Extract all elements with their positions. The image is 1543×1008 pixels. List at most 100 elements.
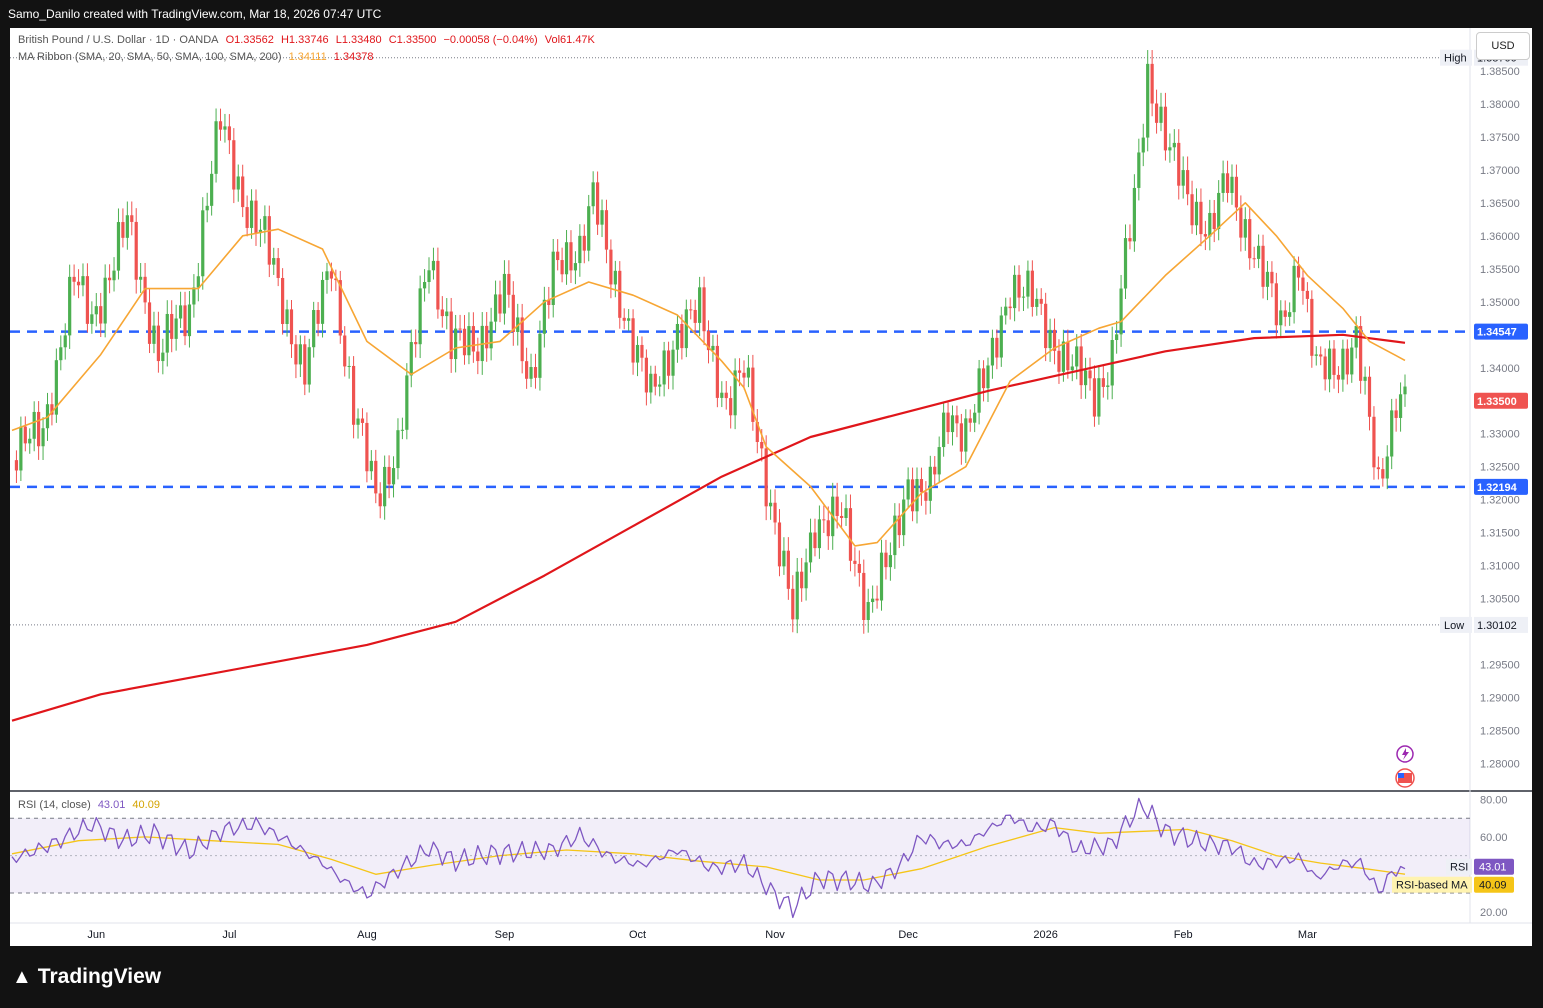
candle-body [325, 271, 329, 280]
candle-body [853, 560, 857, 564]
candle-body [800, 571, 804, 589]
high-value: H1.33746 [280, 34, 329, 46]
price-tick-label: 1.29500 [1480, 660, 1520, 672]
candle-body [879, 552, 884, 601]
candle-body [232, 140, 236, 190]
candle-body [720, 392, 724, 398]
candle-body [1221, 173, 1225, 193]
candle-body [1190, 194, 1194, 226]
candle-body [1363, 376, 1367, 381]
candle-body [808, 532, 813, 563]
candle-body [1243, 219, 1247, 238]
candle-body [507, 273, 511, 295]
candle-body [223, 126, 227, 130]
candle-body [68, 276, 72, 336]
candle-body [414, 342, 418, 345]
price-tick-label: 1.31500 [1480, 528, 1520, 540]
candle-body [538, 333, 542, 378]
candle-body [436, 260, 440, 310]
candle-body [640, 344, 644, 358]
candle-body [1070, 366, 1074, 371]
currency-button[interactable]: USD [1476, 32, 1530, 60]
candle-body [1301, 277, 1305, 291]
us-flag-stripes [1398, 773, 1412, 783]
rsi-ma-value-bg [1474, 876, 1514, 893]
candle-body [1083, 370, 1088, 386]
candle-body [1177, 142, 1181, 186]
candle-body [1097, 378, 1101, 417]
us-flag-canton [1398, 773, 1404, 778]
candle-body [662, 350, 666, 385]
price-tick-label: 1.36000 [1480, 231, 1520, 243]
candle-body [915, 479, 919, 512]
candle-body [218, 121, 223, 130]
candle-body [156, 325, 160, 362]
time-tick-label: Mar [1298, 929, 1317, 941]
chart-canvas[interactable]: 1.390001.385001.380001.375001.370001.365… [10, 28, 1532, 946]
price-tick-label: 1.36500 [1480, 198, 1520, 210]
price-tick-label: 1.31000 [1480, 561, 1520, 573]
candle-body [693, 309, 697, 323]
candle-body [476, 351, 480, 362]
candle-body [1381, 469, 1385, 479]
candle-body [1279, 310, 1283, 326]
candle-body [351, 365, 356, 425]
candle-body [1270, 271, 1274, 284]
candle-body [1359, 326, 1363, 381]
chart-frame[interactable]: 1.390001.385001.380001.375001.370001.365… [10, 28, 1532, 946]
level-price-label: 1.32194 [1477, 482, 1518, 494]
candle-body [81, 276, 85, 286]
candle-body [1394, 410, 1398, 418]
candle-body [618, 270, 622, 318]
candle-body [50, 404, 54, 415]
candle-body [893, 515, 897, 556]
candle-body [706, 331, 711, 351]
candle-body [839, 515, 844, 518]
rsi-tag-bg [1446, 858, 1472, 875]
candle-body [986, 365, 990, 389]
level-price-tag [1474, 323, 1528, 340]
candle-body [1341, 348, 1345, 380]
candle-body [1008, 306, 1012, 309]
price-tick-label: 1.29000 [1480, 693, 1520, 705]
candle-body [990, 337, 995, 366]
candle-body [241, 176, 245, 208]
candle-body [1252, 258, 1256, 260]
candle-body [161, 352, 165, 362]
candle-body [312, 310, 316, 348]
candle-body [320, 279, 325, 324]
candle-body [791, 588, 795, 620]
chart-credit: Samo_Danilo created with TradingView.com… [8, 7, 382, 21]
candle-body [1225, 173, 1230, 193]
candle-body [826, 520, 830, 537]
candle-body [347, 365, 351, 367]
last-price-label: 1.33500 [1477, 396, 1517, 408]
rsi-ma-line [11, 826, 1406, 881]
candle-body [130, 215, 134, 222]
candle-body [795, 571, 799, 620]
candle-body [1030, 270, 1034, 307]
candle-body [152, 325, 156, 344]
candle-body [427, 270, 431, 283]
candle-body [777, 522, 782, 567]
open-value: O1.33562 [225, 34, 274, 46]
candle-body [276, 258, 280, 278]
candle-body [99, 306, 103, 324]
candle-body [72, 276, 76, 282]
candle-body [334, 278, 338, 281]
candle-body [139, 276, 143, 280]
candle-body [560, 260, 564, 275]
candle-body [205, 205, 209, 211]
candle-body [365, 422, 369, 472]
candle-body [1283, 310, 1287, 317]
sma-200-line [11, 333, 1406, 722]
candle-body [658, 384, 662, 387]
rsi-tick-label: 80.00 [1480, 794, 1508, 806]
candle-body [919, 479, 924, 493]
candle-body [1101, 378, 1105, 387]
candle-body [187, 304, 192, 337]
rsi-ma-value: 40.09 [132, 799, 160, 811]
price-tick-label: 1.32500 [1480, 462, 1520, 474]
price-tick-label: 1.37500 [1480, 132, 1520, 144]
candle-body [786, 550, 790, 589]
